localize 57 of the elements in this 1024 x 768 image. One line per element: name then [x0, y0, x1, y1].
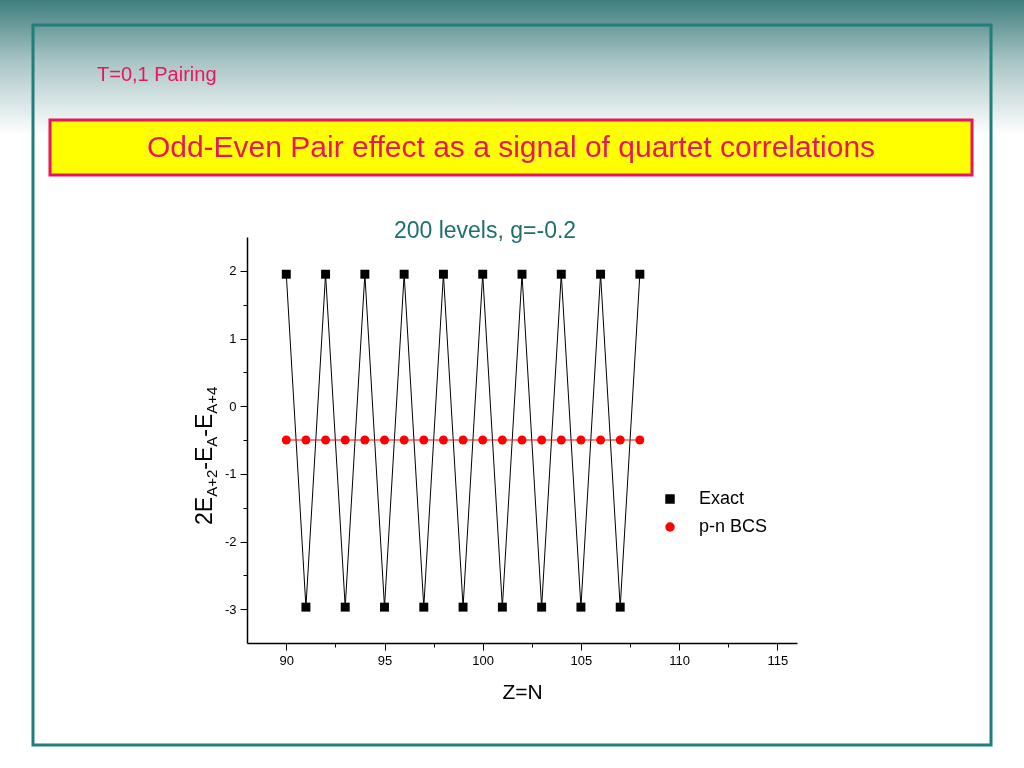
- y-tick-label: 0: [229, 398, 237, 414]
- y-tick-label: -2: [224, 534, 237, 549]
- point: [615, 602, 625, 612]
- point: [340, 602, 350, 612]
- point: [438, 269, 448, 279]
- y-tick-label: -1: [224, 466, 237, 482]
- point: [360, 269, 370, 279]
- point: [497, 602, 507, 612]
- point: [281, 269, 291, 279]
- point: [635, 269, 645, 279]
- point: [458, 435, 468, 445]
- point: [596, 269, 606, 279]
- legend-label: Exact: [699, 488, 745, 508]
- point: [497, 435, 507, 445]
- point: [576, 602, 586, 612]
- point: [458, 602, 468, 612]
- y-tick-label: 2: [229, 263, 237, 279]
- point: [537, 602, 547, 612]
- x-tick-label: 115: [767, 652, 789, 668]
- point: [556, 269, 566, 279]
- point: [360, 435, 370, 445]
- point: [517, 269, 527, 279]
- point: [281, 435, 291, 445]
- x-tick-label: 100: [472, 652, 495, 668]
- point: [419, 602, 429, 612]
- point: [340, 435, 350, 445]
- x-tick-label: 90: [279, 652, 295, 668]
- point: [301, 602, 311, 612]
- text: T=0,1 Pairing: [97, 63, 217, 85]
- point: [419, 435, 429, 445]
- chart-title: 200 levels, g=-0.2: [393, 217, 577, 243]
- x-tick-label: 95: [377, 652, 393, 668]
- y-axis-title: 2EA+2-EA-EA+4: [191, 386, 220, 525]
- x-tick-label: 110: [669, 652, 691, 668]
- text: Odd-Even Pair effect as a signal of quartet correlations: [146, 130, 876, 163]
- point: [321, 435, 331, 445]
- y-tick-label: 1: [229, 331, 237, 346]
- point: [635, 435, 645, 445]
- point: [438, 435, 448, 445]
- point: [399, 435, 409, 445]
- point: [380, 602, 389, 612]
- point: [399, 269, 409, 279]
- point: [478, 269, 488, 279]
- x-axis-title: Z=N: [502, 679, 543, 703]
- point: [380, 435, 389, 445]
- legend-label: p-n BCS: [699, 516, 768, 536]
- point: [478, 435, 488, 445]
- y-tick-label: -3: [224, 601, 237, 617]
- point: [576, 435, 586, 445]
- point: [615, 435, 625, 445]
- point: [517, 435, 527, 445]
- x-tick-label: 105: [570, 652, 593, 668]
- point: [537, 435, 547, 445]
- point: [301, 435, 311, 445]
- point: [321, 269, 331, 279]
- point: [556, 435, 566, 445]
- point: [596, 435, 606, 445]
